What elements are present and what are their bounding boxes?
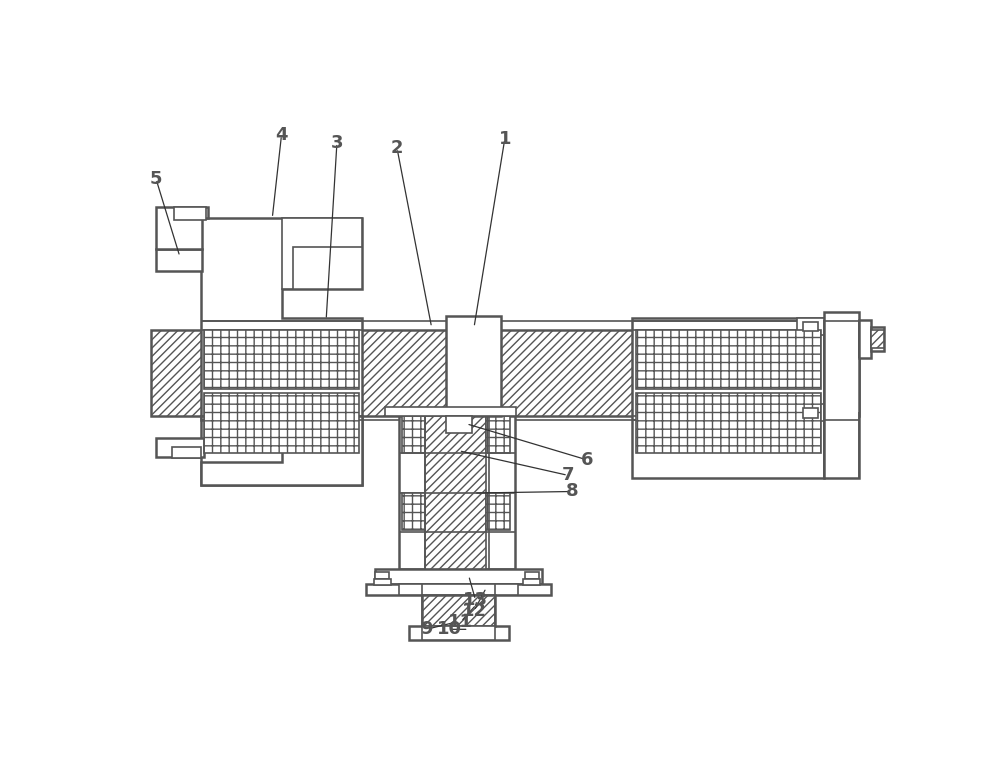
Text: 5: 5 [150, 170, 162, 188]
Bar [446, 416, 472, 433]
Bar [422, 626, 495, 640]
Bar [486, 493, 510, 530]
Bar [632, 318, 824, 478]
Bar [402, 416, 425, 453]
Bar [824, 312, 859, 478]
Bar [204, 330, 358, 389]
Text: 13: 13 [463, 591, 488, 609]
Bar [409, 626, 509, 640]
Bar [385, 407, 516, 416]
Text: 3: 3 [331, 134, 343, 151]
Text: 11: 11 [448, 613, 473, 631]
Bar [399, 584, 518, 595]
Bar [151, 330, 859, 416]
Polygon shape [282, 218, 362, 289]
Bar [871, 327, 884, 350]
Bar [156, 438, 204, 457]
Bar [374, 578, 391, 584]
Bar [425, 416, 486, 568]
Text: 6: 6 [581, 451, 593, 469]
Bar [636, 393, 821, 453]
Text: 12: 12 [462, 602, 487, 620]
Bar [174, 207, 206, 220]
Bar [422, 595, 495, 626]
Bar [636, 330, 821, 389]
Bar [486, 416, 510, 453]
Bar [204, 393, 358, 453]
Text: 2: 2 [391, 139, 403, 157]
Bar [797, 318, 824, 335]
Bar [366, 584, 551, 595]
Bar [402, 493, 425, 530]
Text: 10: 10 [437, 621, 462, 638]
Text: 4: 4 [275, 126, 288, 144]
Bar [375, 568, 542, 584]
Bar [803, 322, 818, 331]
Text: 8: 8 [565, 482, 578, 500]
Polygon shape [156, 207, 208, 249]
Bar [523, 578, 540, 584]
Bar [859, 320, 871, 358]
Bar [399, 416, 515, 568]
Bar [797, 405, 824, 422]
Bar [871, 330, 884, 348]
Bar [172, 447, 201, 459]
Text: 7: 7 [562, 466, 574, 484]
Bar [446, 316, 501, 416]
Bar [803, 408, 818, 418]
Bar [375, 571, 389, 579]
Polygon shape [201, 218, 362, 486]
Text: 9: 9 [420, 621, 433, 638]
Bar [156, 249, 202, 270]
Polygon shape [201, 416, 362, 486]
Text: 1: 1 [499, 130, 511, 148]
Bar [525, 571, 539, 579]
